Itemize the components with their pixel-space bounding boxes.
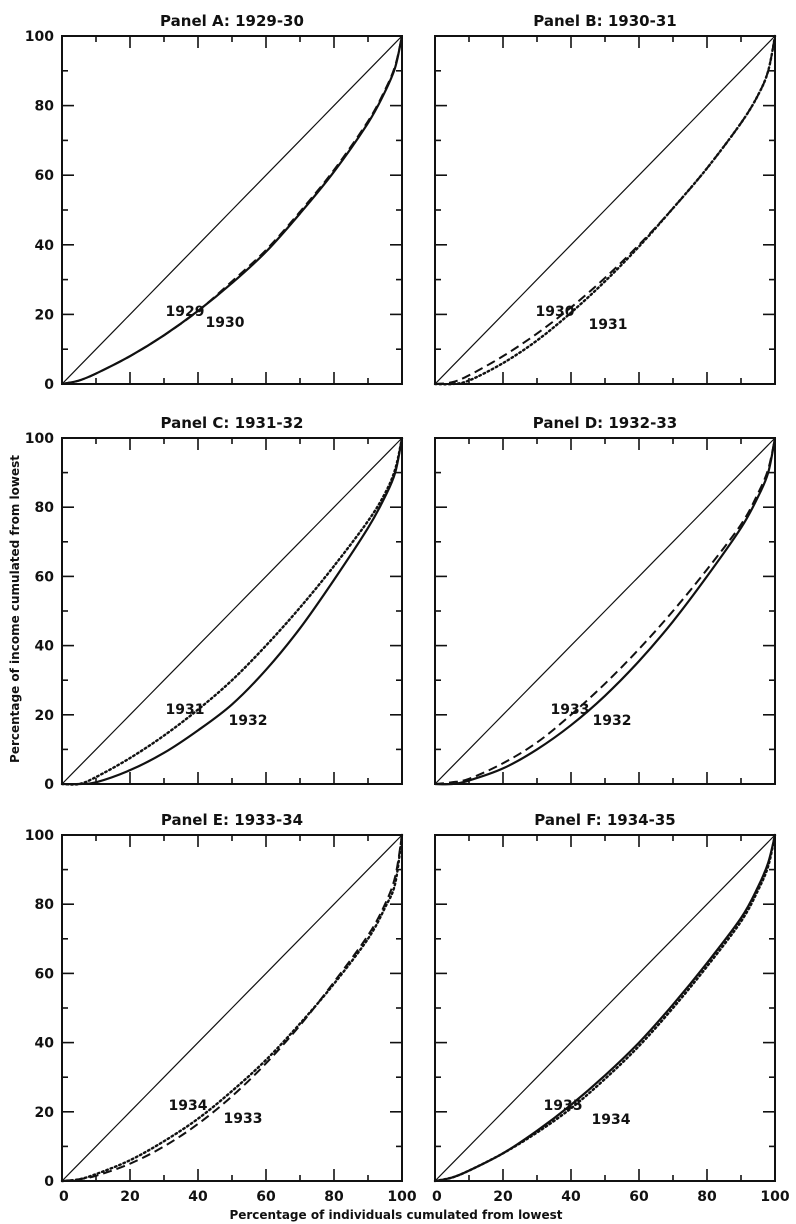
x-tick-label: 100	[387, 1189, 416, 1205]
series-label-1929: 1929	[166, 304, 205, 320]
x-tick-label: 100	[760, 1189, 789, 1205]
series-line-1934	[60, 833, 404, 1183]
panel-title: Panel A: 1929-30	[160, 12, 304, 30]
series-label-1935: 1935	[544, 1098, 583, 1114]
y-tick-label: 0	[44, 377, 54, 393]
series-line-1931	[60, 436, 404, 786]
panel-title: Panel D: 1932-33	[533, 414, 677, 432]
series-label-1933: 1933	[551, 702, 590, 718]
series-line-1931	[433, 34, 777, 386]
panel-title: Panel C: 1931-32	[160, 414, 303, 432]
y-tick-label: 0	[44, 1174, 54, 1190]
y-tick-label: 100	[25, 29, 54, 45]
series-label-1930: 1930	[206, 315, 245, 331]
x-tick-label: 0	[432, 1189, 442, 1205]
y-tick-label: 40	[35, 238, 55, 254]
x-tick-label: 40	[561, 1189, 581, 1205]
panel-f: Panel F: 1934-35 0 20 40 60 80 100 1935 1934	[432, 811, 790, 1205]
series-line-1933	[61, 834, 403, 1182]
x-tick-label: 80	[324, 1189, 344, 1205]
y-tick-label: 100	[25, 828, 54, 844]
equality-line	[61, 834, 403, 1182]
series-label-1931: 1931	[589, 317, 628, 333]
equality-line	[434, 834, 776, 1182]
y-tick-label: 60	[35, 168, 55, 184]
series-label-1933: 1933	[224, 1111, 263, 1127]
panel-e: Panel E: 1933-34 0 20 40 60 80 100 0 20 40 60 80 100…	[25, 811, 417, 1205]
x-tick-label: 60	[629, 1189, 649, 1205]
panel-title: Panel F: 1934-35	[534, 811, 675, 829]
series-label-1934: 1934	[592, 1112, 631, 1128]
series-line-1933	[434, 437, 776, 785]
equality-line	[61, 437, 403, 785]
x-tick-label: 80	[697, 1189, 717, 1205]
y-tick-label: 100	[25, 431, 54, 447]
equality-line	[61, 35, 403, 385]
x-tick-label: 0	[59, 1189, 69, 1205]
series-label-1931: 1931	[166, 702, 205, 718]
y-tick-label: 80	[35, 897, 55, 913]
x-tick-label: 60	[256, 1189, 276, 1205]
series-label-1932: 1932	[229, 713, 268, 729]
panel-b: Panel B: 1930-31 1930 1931	[433, 12, 777, 386]
x-tick-label: 20	[493, 1189, 513, 1205]
x-axis-title: Percentage of individuals cumulated from…	[229, 1208, 562, 1222]
equality-line	[434, 437, 776, 785]
series-line-1932	[61, 437, 404, 786]
equality-line	[434, 35, 776, 385]
x-tick-label: 40	[188, 1189, 208, 1205]
y-tick-label: 60	[35, 966, 55, 982]
x-tick-label: 20	[120, 1189, 140, 1205]
panel-title: Panel E: 1933-34	[161, 811, 303, 829]
y-tick-label: 20	[35, 1105, 55, 1121]
y-tick-label: 40	[35, 639, 55, 655]
series-label-1930: 1930	[536, 304, 575, 320]
y-tick-label: 0	[44, 777, 54, 793]
y-tick-label: 80	[35, 99, 55, 115]
y-tick-label: 20	[35, 708, 55, 724]
y-axis-title: Percentage of income cumulated from lowe…	[8, 455, 22, 763]
panel-c: Panel C: 1931-32 0 20 40 60 80 100 1931 1932	[25, 414, 404, 793]
y-tick-label: 80	[35, 500, 55, 516]
series-label-1932: 1932	[593, 713, 632, 729]
series-line-1934	[433, 833, 777, 1183]
y-tick-label: 40	[35, 1036, 55, 1052]
series-line-1932	[434, 437, 777, 786]
y-tick-label: 60	[35, 569, 55, 585]
panel-title: Panel B: 1930-31	[533, 12, 676, 30]
y-tick-label: 20	[35, 307, 55, 323]
series-label-1934: 1934	[169, 1098, 208, 1114]
